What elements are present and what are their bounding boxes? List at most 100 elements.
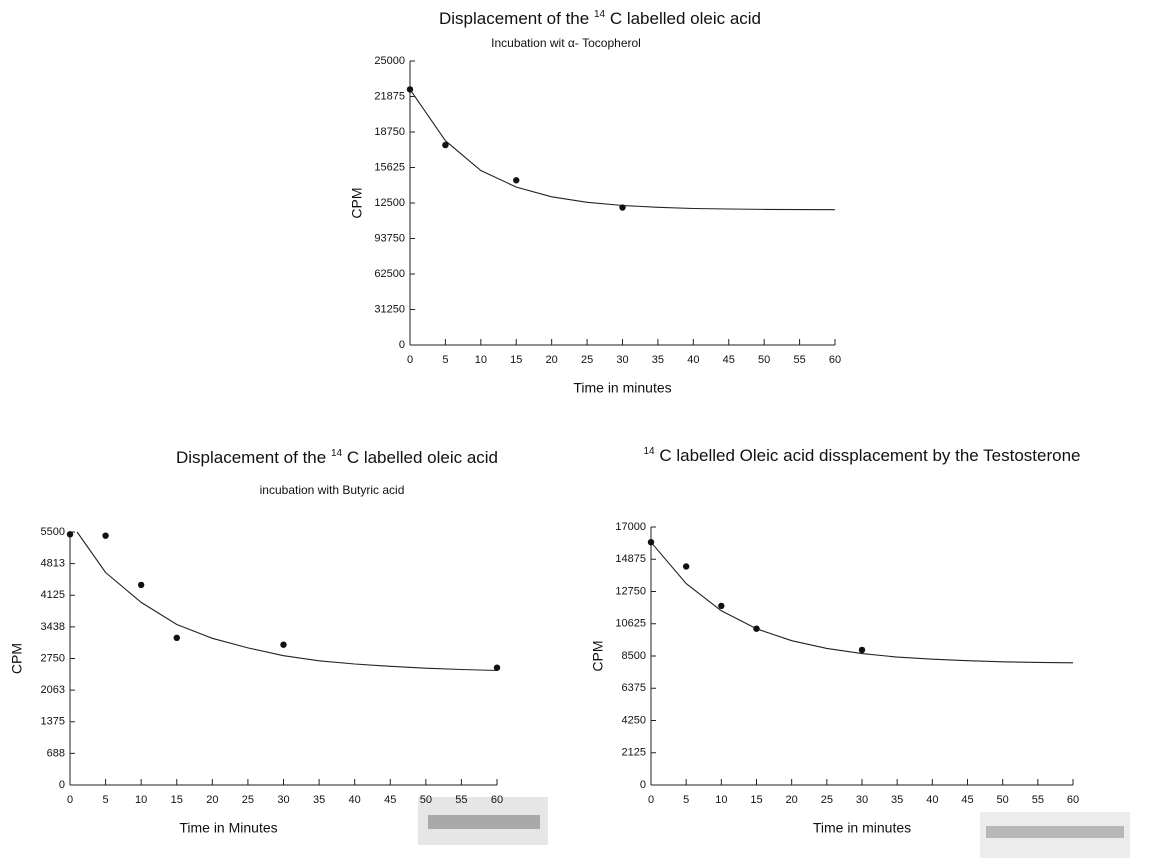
y-tick-label: 93750 <box>374 232 405 244</box>
fit-curve <box>76 531 498 672</box>
y-axis-label: CPM <box>9 643 25 674</box>
y-tick-label: 10625 <box>615 618 646 630</box>
data-point <box>173 634 180 641</box>
data-point <box>66 531 74 538</box>
x-tick-label: 15 <box>510 354 522 366</box>
x-tick-label: 20 <box>206 794 218 806</box>
x-tick-label: 10 <box>135 794 147 806</box>
data-point <box>442 141 449 149</box>
y-tick-label: 12500 <box>374 197 405 209</box>
x-tick-label: 20 <box>546 354 558 366</box>
chart-subtitle: incubation with Butyric acid <box>260 483 405 497</box>
x-tick-label: 15 <box>750 794 762 806</box>
y-tick-label: 17000 <box>615 521 646 533</box>
title-part: C labelled oleic acid <box>610 9 761 28</box>
x-tick-label: 45 <box>384 794 396 806</box>
x-tick-label: 40 <box>926 794 938 806</box>
y-tick-label: 0 <box>59 779 65 791</box>
data-point <box>619 204 626 211</box>
x-axis-label: Time in minutes <box>573 380 671 396</box>
y-tick-label: 0 <box>399 339 405 351</box>
chart-title: Displacement of the 14 C labelled oleic … <box>176 448 498 467</box>
y-tick-label: 2750 <box>41 652 65 664</box>
title-part: C labelled Oleic acid dissplacement by t… <box>659 446 1080 465</box>
x-tick-label: 50 <box>758 354 770 366</box>
x-tick-label: 30 <box>856 794 868 806</box>
data-point <box>753 625 760 632</box>
data-point <box>406 86 414 93</box>
x-tick-label: 35 <box>313 794 325 806</box>
x-tick-label: 40 <box>687 354 699 366</box>
data-point <box>513 177 520 184</box>
chart: Displacement of the 14 C labelled oleic … <box>349 9 841 396</box>
title-part: Displacement of the <box>176 448 326 467</box>
y-tick-label: 0 <box>640 779 646 791</box>
chart: 14 C labelled Oleic acid dissplacement b… <box>590 446 1081 836</box>
x-tick-label: 15 <box>171 794 183 806</box>
data-point <box>647 538 655 546</box>
x-axis-label: Time in Minutes <box>179 820 277 836</box>
y-tick-label: 62500 <box>374 268 405 280</box>
x-tick-label: 45 <box>961 794 973 806</box>
y-tick-label: 5500 <box>41 526 65 538</box>
y-tick-label: 4125 <box>41 589 65 601</box>
x-tick-label: 60 <box>829 354 841 366</box>
y-tick-label: 14875 <box>615 553 646 565</box>
chart-title: Displacement of the 14 C labelled oleic … <box>439 9 761 28</box>
x-tick-label: 25 <box>242 794 254 806</box>
x-tick-label: 40 <box>349 794 361 806</box>
title-superscript: 14 <box>644 446 656 457</box>
x-tick-label: 55 <box>455 794 467 806</box>
chart-subtitle: Incubation wit α- Tocopherol <box>491 36 641 50</box>
y-axis-label: CPM <box>590 640 606 671</box>
x-tick-label: 10 <box>475 354 487 366</box>
title-superscript: 14 <box>331 448 343 459</box>
y-tick-label: 688 <box>47 747 65 759</box>
x-tick-label: 5 <box>103 794 109 806</box>
x-tick-label: 30 <box>616 354 628 366</box>
y-tick-label: 18750 <box>374 126 405 138</box>
x-tick-label: 50 <box>997 794 1009 806</box>
y-tick-label: 2063 <box>41 684 65 696</box>
y-tick-label: 12750 <box>615 585 646 597</box>
data-point <box>493 664 501 671</box>
fit-curve <box>650 541 1074 664</box>
x-tick-label: 5 <box>683 794 689 806</box>
data-point <box>280 641 287 648</box>
y-tick-label: 15625 <box>374 161 405 173</box>
fit-curve <box>409 89 836 211</box>
title-superscript: 14 <box>594 9 606 20</box>
x-tick-label: 0 <box>67 794 73 806</box>
x-tick-label: 55 <box>793 354 805 366</box>
x-tick-label: 25 <box>581 354 593 366</box>
x-tick-label: 55 <box>1032 794 1044 806</box>
x-tick-label: 20 <box>786 794 798 806</box>
x-tick-label: 10 <box>715 794 727 806</box>
y-tick-label: 8500 <box>622 650 646 662</box>
gel-image <box>980 812 1130 858</box>
x-tick-label: 35 <box>891 794 903 806</box>
data-point <box>102 532 109 539</box>
y-tick-label: 3438 <box>41 621 65 633</box>
y-tick-label: 2125 <box>622 747 646 759</box>
x-tick-label: 60 <box>1067 794 1079 806</box>
x-tick-label: 50 <box>420 794 432 806</box>
y-tick-label: 31250 <box>374 303 405 315</box>
x-tick-label: 60 <box>491 794 503 806</box>
data-point <box>858 646 866 654</box>
x-tick-label: 0 <box>407 354 413 366</box>
x-tick-label: 5 <box>442 354 448 366</box>
x-tick-label: 30 <box>277 794 289 806</box>
x-tick-label: 25 <box>821 794 833 806</box>
chart-title: 14 C labelled Oleic acid dissplacement b… <box>644 446 1081 465</box>
y-tick-label: 4250 <box>622 714 646 726</box>
y-tick-label: 6375 <box>622 682 646 694</box>
data-point <box>682 563 690 570</box>
x-tick-label: 0 <box>648 794 654 806</box>
gel-image <box>418 797 548 845</box>
x-tick-label: 45 <box>723 354 735 366</box>
y-axis-label: CPM <box>349 187 365 218</box>
x-tick-label: 35 <box>652 354 664 366</box>
title-part: C labelled oleic acid <box>347 448 498 467</box>
